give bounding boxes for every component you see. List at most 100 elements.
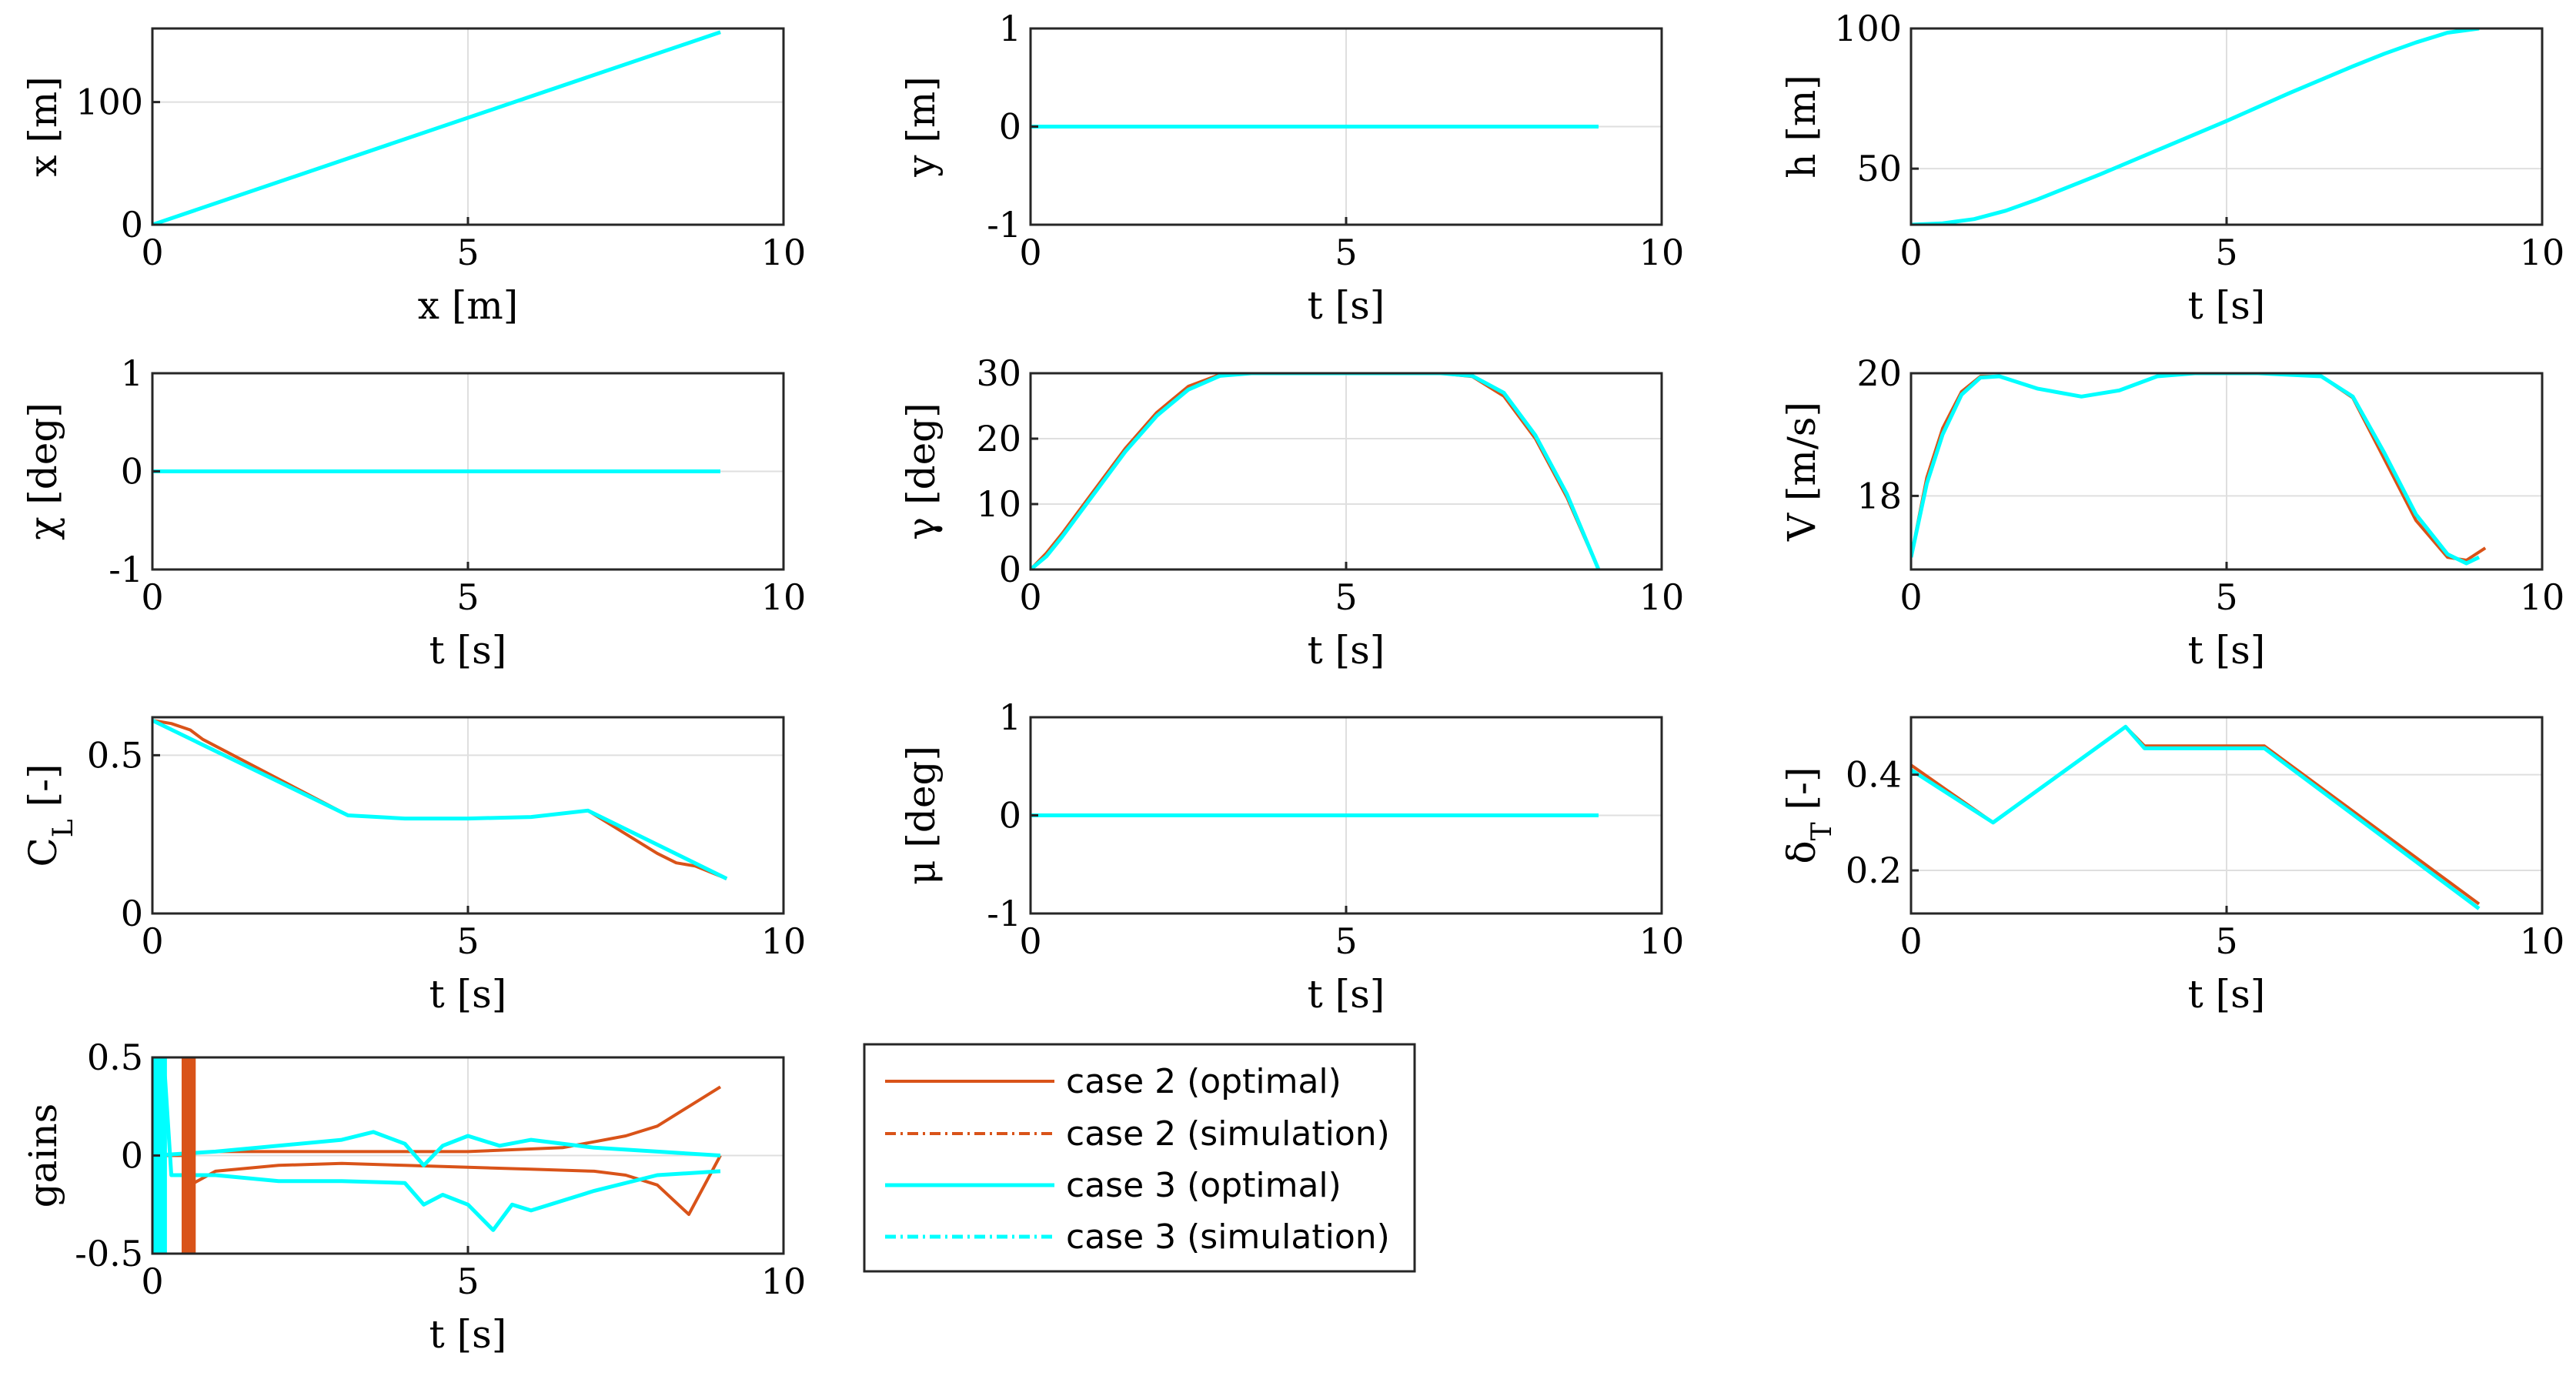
- x-tick-label: 5: [2215, 576, 2237, 618]
- series-group: [1911, 724, 2481, 910]
- y-tick-label: -0.5: [75, 1233, 143, 1274]
- y-tick-label: 0: [999, 106, 1021, 148]
- series-line-case-3-optimal-1: [152, 30, 721, 225]
- y-tick-label: 1: [121, 352, 143, 394]
- x-tick-label: 5: [456, 576, 479, 618]
- y-axis-label: CL [-]: [21, 764, 79, 867]
- series-group: [1911, 28, 2480, 225]
- panel-h: 0 5 10 50 100 t [s] h [m]: [1779, 8, 2564, 328]
- series-line-case-3-optimal-1: [1911, 28, 2480, 225]
- x-tick-label: 0: [141, 232, 163, 273]
- panel-gamma: 0 5 10 0 10 20 30 t [s] γ [deg]: [899, 352, 1684, 673]
- x-tick-label: 5: [456, 232, 479, 273]
- x-tick-label: 5: [456, 1261, 479, 1302]
- x-tick-label: 5: [1335, 232, 1357, 273]
- legend-label-case3-simulation: case 3 (simulation): [1066, 1217, 1390, 1257]
- series-line-case-3-optimal-1: [152, 718, 728, 881]
- y-tick-label: 1: [999, 8, 1021, 49]
- y-tick-label: 20: [976, 418, 1021, 459]
- x-tick-label: 0: [141, 576, 163, 618]
- y-axis-label: y [m]: [899, 76, 944, 178]
- y-tick-label: 0: [121, 1135, 143, 1177]
- x-tick-label: 0: [1019, 232, 1041, 273]
- series-line-case-3-optimal-1: [1911, 373, 2481, 566]
- y-tick-label: 0: [999, 549, 1021, 590]
- y-tick-label: -1: [987, 893, 1021, 934]
- y-axis-label: χ [deg]: [21, 402, 65, 540]
- y-axis-label: h [m]: [1779, 75, 1824, 179]
- x-tick-label: 5: [456, 920, 479, 962]
- panel-CL: 0 5 10 0 0.5 t [s] CL [-]: [21, 716, 807, 1017]
- x-tick-label: 10: [1639, 232, 1685, 273]
- x-tick-label: 0: [141, 1261, 163, 1302]
- series-line-case-3-optimal-1: [1031, 373, 1601, 569]
- x-tick-label: 5: [2215, 232, 2237, 273]
- series-group: [152, 30, 721, 225]
- x-tick-label: 10: [1639, 920, 1685, 962]
- x-tick-label: 5: [1335, 920, 1357, 962]
- y-tick-label: 0.2: [1846, 850, 1902, 891]
- y-tick-label: 0: [999, 795, 1021, 837]
- x-tick-label: 0: [1019, 920, 1041, 962]
- series-group: [152, 1057, 722, 1254]
- panel-deltaT: 0 5 10 0.2 0.4 t [s] δT [-]: [1779, 716, 2565, 1017]
- panel-V: 0 5 10 18 20 t [s] V [m/s]: [1779, 352, 2564, 673]
- x-tick-label: 0: [1899, 920, 1922, 962]
- x-tick-label: 0: [1899, 576, 1922, 618]
- y-tick-label: 0: [121, 204, 143, 245]
- x-tick-label: 10: [1639, 576, 1685, 618]
- y-tick-label: 0.4: [1846, 754, 1902, 796]
- x-axis-label: t [s]: [1308, 283, 1385, 328]
- y-tick-label: 30: [976, 352, 1021, 394]
- y-tick-label: 50: [1856, 148, 1902, 189]
- x-tick-label: 10: [2520, 232, 2565, 273]
- y-tick-label: 10: [976, 483, 1021, 525]
- y-tick-label: 100: [75, 82, 143, 123]
- y-tick-label: 100: [1834, 8, 1902, 49]
- y-axis-label: V [m/s]: [1779, 402, 1824, 542]
- x-axis-label: t [s]: [2188, 972, 2266, 1017]
- series-group: [152, 718, 728, 881]
- y-tick-label: 1: [999, 696, 1021, 738]
- x-tick-label: 10: [761, 920, 807, 962]
- x-axis-label: t [s]: [1308, 972, 1385, 1017]
- y-tick-label: 20: [1856, 352, 1902, 394]
- x-tick-label: 10: [2520, 576, 2565, 618]
- x-axis-label: t [s]: [1308, 628, 1385, 673]
- y-axis-label: gains: [21, 1104, 65, 1208]
- series-group: [1911, 373, 2487, 566]
- y-tick-label: 18: [1856, 475, 1902, 516]
- legend-label-case3-optimal: case 3 (optimal): [1066, 1166, 1341, 1205]
- y-tick-label: -1: [109, 549, 143, 590]
- y-tick-label: 0.5: [87, 734, 143, 776]
- y-axis-label: x [m]: [21, 76, 65, 177]
- y-tick-label: -1: [987, 204, 1021, 245]
- series-line-case-3-optimal-1: [1911, 724, 2481, 910]
- x-tick-label: 0: [1019, 576, 1041, 618]
- x-axis-label: t [s]: [429, 628, 507, 673]
- legend: case 2 (optimal) case 2 (simulation) cas…: [863, 1043, 1416, 1273]
- y-axis-label: δT [-]: [1779, 767, 1838, 864]
- x-tick-label: 10: [761, 232, 807, 273]
- legend-label-case2-optimal: case 2 (optimal): [1066, 1062, 1341, 1101]
- y-tick-label: 0.5: [87, 1037, 143, 1078]
- x-tick-label: 0: [1899, 232, 1922, 273]
- y-axis-label: γ [deg]: [899, 402, 944, 539]
- series-line-case-3-optimal-3: [152, 1130, 721, 1167]
- x-tick-label: 0: [141, 920, 163, 962]
- x-axis-label: t [s]: [429, 1312, 507, 1357]
- x-tick-label: 5: [2215, 920, 2237, 962]
- series-line-case-3-optimal-2: [152, 1057, 721, 1254]
- x-tick-label: 10: [2520, 920, 2565, 962]
- x-axis-label: x [m]: [418, 283, 519, 328]
- x-tick-label: 5: [1335, 576, 1357, 618]
- series-line-case-2-optimal-1: [152, 1085, 722, 1157]
- y-tick-label: 0: [121, 451, 143, 493]
- y-axis-label: μ [deg]: [899, 746, 944, 885]
